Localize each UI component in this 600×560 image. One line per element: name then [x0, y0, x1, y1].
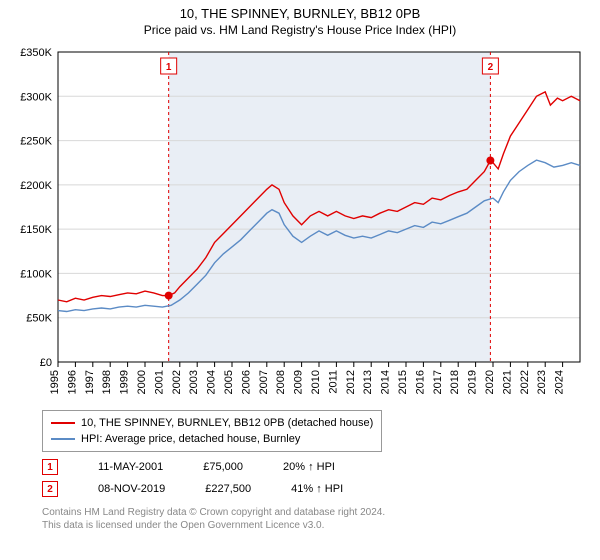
figure-container: 10, THE SPINNEY, BURNLEY, BB12 0PB Price… — [0, 0, 600, 560]
attribution-line: Contains HM Land Registry data © Crown c… — [42, 506, 385, 519]
svg-text:2021: 2021 — [501, 370, 513, 394]
svg-text:2015: 2015 — [397, 370, 409, 394]
table-row: 2 08-NOV-2019 £227,500 41% ↑ HPI — [42, 478, 343, 500]
marker-badge: 2 — [42, 481, 58, 497]
marker-price: £75,000 — [203, 461, 243, 473]
attribution-line: This data is licensed under the Open Gov… — [42, 519, 385, 532]
marker-badge: 1 — [42, 459, 58, 475]
svg-text:2000: 2000 — [136, 370, 148, 394]
svg-text:2018: 2018 — [449, 370, 461, 394]
chart-area: £0 £50K £100K £150K £200K £250K £300K £350K 1995… — [0, 44, 600, 404]
marker-delta: 20% ↑ HPI — [283, 461, 335, 473]
svg-text:2022: 2022 — [519, 370, 531, 394]
legend-swatch — [51, 422, 75, 424]
svg-text:1999: 1999 — [119, 370, 131, 394]
legend-label: 10, THE SPINNEY, BURNLEY, BB12 0PB (deta… — [81, 415, 373, 431]
svg-text:2003: 2003 — [188, 370, 200, 394]
attribution: Contains HM Land Registry data © Crown c… — [42, 506, 385, 532]
chart-svg: £0 £50K £100K £150K £200K £250K £300K £350K 1995… — [0, 44, 600, 404]
svg-text:2001: 2001 — [153, 370, 165, 394]
svg-text:£250K: £250K — [20, 136, 52, 148]
legend-swatch — [51, 438, 75, 440]
svg-text:1995: 1995 — [49, 370, 61, 394]
svg-text:£350K: £350K — [20, 47, 52, 59]
svg-text:2005: 2005 — [223, 370, 235, 394]
svg-text:2012: 2012 — [345, 370, 357, 394]
svg-text:2004: 2004 — [206, 370, 218, 394]
svg-text:£50K: £50K — [26, 313, 52, 325]
marker-price: £227,500 — [205, 483, 251, 495]
svg-text:2: 2 — [488, 62, 494, 73]
svg-text:2006: 2006 — [240, 370, 252, 394]
svg-text:2013: 2013 — [362, 370, 374, 394]
marker-date: 08-NOV-2019 — [98, 483, 165, 495]
svg-text:2011: 2011 — [327, 370, 339, 394]
svg-text:2010: 2010 — [310, 370, 322, 394]
svg-text:2023: 2023 — [536, 370, 548, 394]
svg-text:£150K: £150K — [20, 224, 52, 236]
legend: 10, THE SPINNEY, BURNLEY, BB12 0PB (deta… — [42, 410, 382, 452]
svg-text:1: 1 — [166, 62, 172, 73]
svg-text:£300K: £300K — [20, 91, 52, 103]
svg-text:2014: 2014 — [380, 370, 392, 394]
svg-text:£100K: £100K — [20, 268, 52, 280]
svg-text:2019: 2019 — [467, 370, 479, 394]
svg-text:2017: 2017 — [432, 370, 444, 394]
svg-text:£200K: £200K — [20, 180, 52, 192]
svg-text:2008: 2008 — [275, 370, 287, 394]
svg-text:2024: 2024 — [554, 370, 566, 394]
legend-item: HPI: Average price, detached house, Burn… — [51, 431, 373, 447]
page-title: 10, THE SPINNEY, BURNLEY, BB12 0PB — [0, 0, 600, 21]
legend-label: HPI: Average price, detached house, Burn… — [81, 431, 300, 447]
svg-text:2016: 2016 — [414, 370, 426, 394]
page-subtitle: Price paid vs. HM Land Registry's House … — [0, 21, 600, 37]
svg-text:2009: 2009 — [293, 370, 305, 394]
marker-delta: 41% ↑ HPI — [291, 483, 343, 495]
marker-table: 1 11-MAY-2001 £75,000 20% ↑ HPI 2 08-NOV… — [42, 456, 343, 500]
marker-date: 11-MAY-2001 — [98, 461, 163, 473]
legend-item: 10, THE SPINNEY, BURNLEY, BB12 0PB (deta… — [51, 415, 373, 431]
table-row: 1 11-MAY-2001 £75,000 20% ↑ HPI — [42, 456, 343, 478]
svg-text:1997: 1997 — [84, 370, 96, 394]
svg-text:2020: 2020 — [484, 370, 496, 394]
svg-text:2002: 2002 — [171, 370, 183, 394]
svg-text:1996: 1996 — [66, 370, 78, 394]
svg-text:2007: 2007 — [258, 370, 270, 394]
svg-text:1998: 1998 — [101, 370, 113, 394]
svg-text:£0: £0 — [40, 357, 52, 369]
